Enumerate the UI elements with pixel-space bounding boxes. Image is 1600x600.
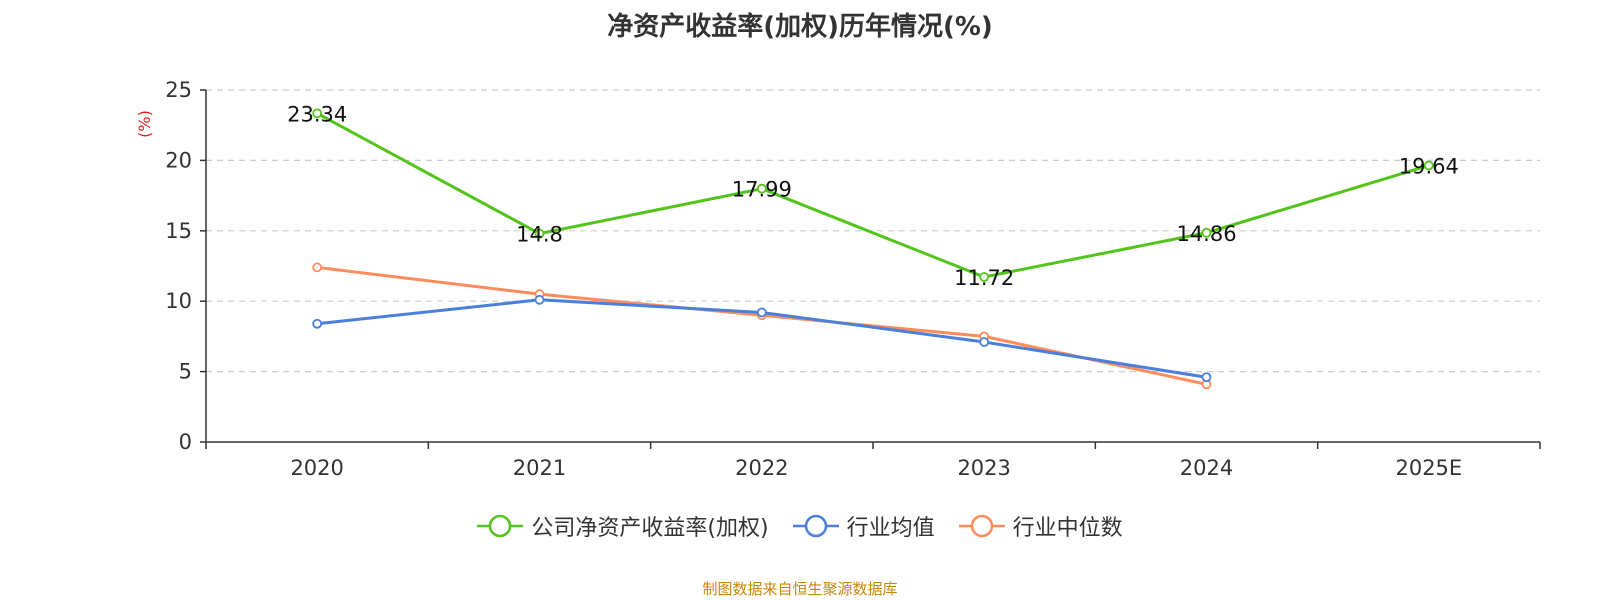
- data-label: 11.72: [954, 266, 1014, 290]
- data-point: [1201, 372, 1212, 383]
- x-tick-label: 2025E: [1395, 456, 1462, 480]
- legend-item[interactable]: 行业均值: [792, 510, 935, 542]
- x-tick-label: 2022: [735, 456, 788, 480]
- series-line: [316, 112, 1430, 279]
- y-tick-label: 15: [165, 219, 192, 243]
- line-chart: 0 5 10 15 20 25 (%) 2020 2021 2022 2023 2024 2025E 23…: [135, 78, 1541, 480]
- data-label: 19.64: [1399, 154, 1459, 178]
- y-tick-label: 20: [165, 148, 192, 172]
- series-line: [316, 265, 1207, 386]
- legend-marker-icon: [792, 514, 839, 538]
- x-tick-label: 2024: [1180, 456, 1233, 480]
- data-label: 14.8: [516, 223, 563, 247]
- legend-item[interactable]: 公司净资产收益率(加权): [477, 510, 769, 542]
- y-tick-label: 25: [165, 78, 192, 102]
- data-point: [312, 318, 323, 329]
- data-point: [756, 183, 767, 194]
- data-point: [1423, 160, 1434, 171]
- chart-title: 净资产收益率(加权)历年情况(%): [607, 12, 993, 42]
- x-tick-label: 2023: [957, 456, 1010, 480]
- data-point: [756, 307, 767, 318]
- x-tick-label: 2020: [290, 456, 343, 480]
- legend-label: 行业均值: [846, 516, 935, 541]
- legend: 公司净资产收益率(加权) 行业均值 行业中位数: [0, 510, 1600, 542]
- data-point: [534, 294, 545, 305]
- legend-label: 行业中位数: [1012, 516, 1123, 541]
- data-label: 17.99: [732, 178, 792, 202]
- data-point: [979, 272, 990, 282]
- data-point: [534, 228, 545, 239]
- data-point: [979, 337, 990, 347]
- data-point: [1201, 227, 1212, 238]
- y-axis-label: (%): [135, 110, 154, 138]
- source-note: 制图数据来自恒生聚源数据库: [702, 580, 898, 598]
- legend-marker-icon: [958, 514, 1005, 538]
- data-label: 23.34: [287, 102, 347, 126]
- data-point: [312, 108, 323, 119]
- y-tick-label: 0: [179, 430, 192, 454]
- legend-label: 公司净资产收益率(加权): [531, 516, 769, 541]
- legend-item[interactable]: 行业中位数: [958, 510, 1123, 542]
- y-tick-label: 5: [179, 360, 192, 384]
- y-tick-label: 10: [165, 289, 192, 313]
- x-tick-label: 2021: [513, 456, 566, 480]
- legend-marker-icon: [477, 514, 524, 538]
- data-point: [312, 262, 323, 273]
- data-label: 14.86: [1176, 222, 1236, 246]
